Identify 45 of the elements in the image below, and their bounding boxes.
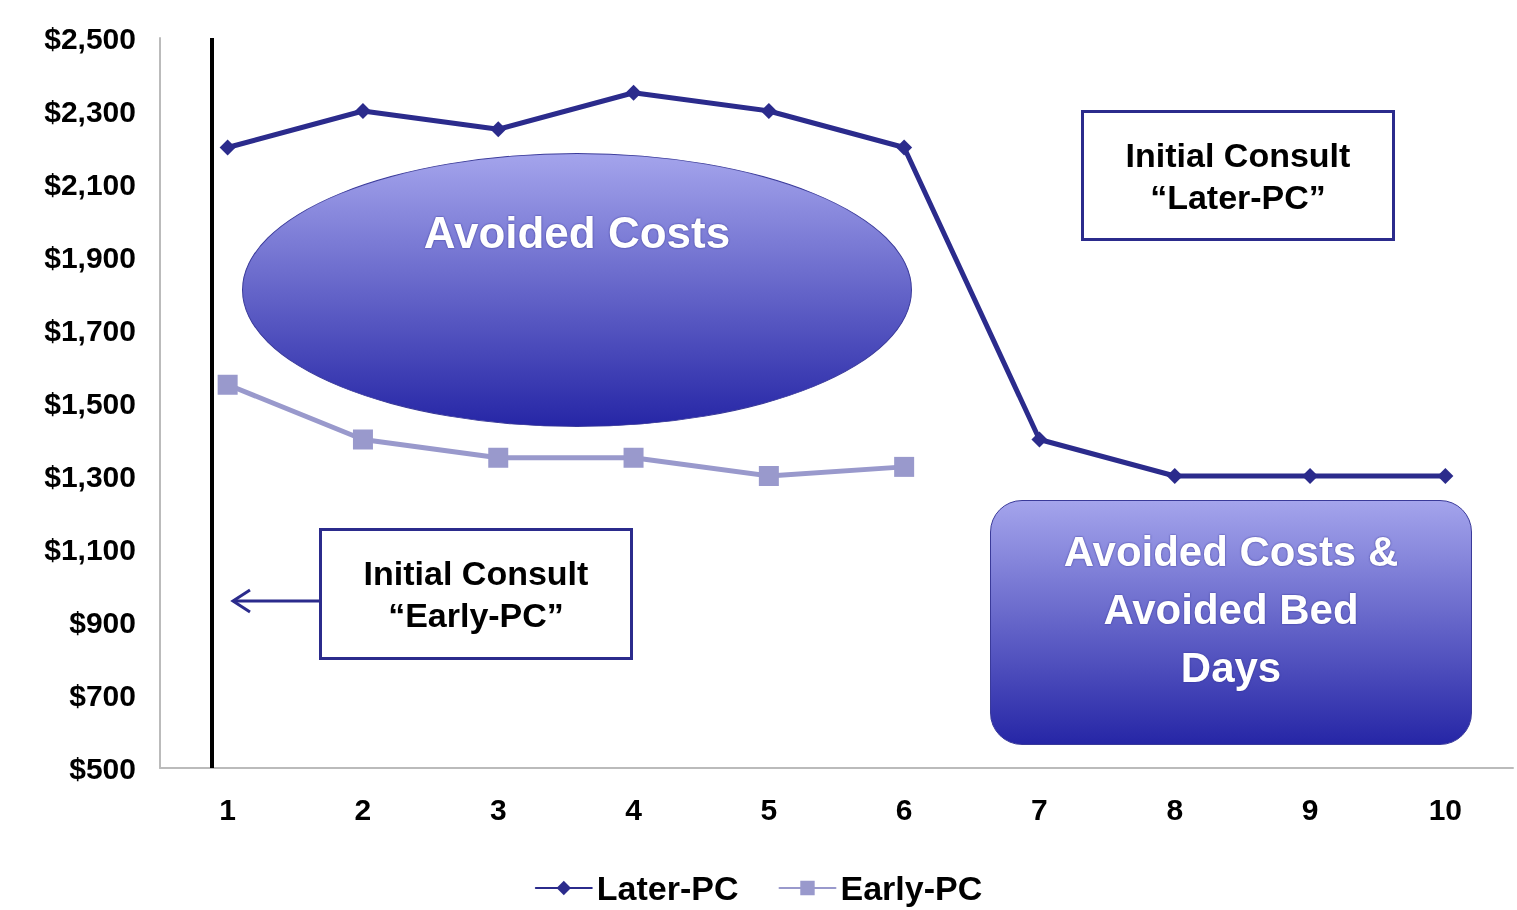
y-tick-label: $2,100 bbox=[44, 167, 136, 201]
x-tick-label: 6 bbox=[895, 792, 913, 826]
y-tick-label: $1,900 bbox=[44, 240, 136, 274]
annotation: Avoided Costs bbox=[422, 208, 732, 258]
point bbox=[625, 84, 642, 101]
point bbox=[490, 121, 507, 138]
x-tick-label: 10 bbox=[1428, 792, 1463, 826]
x-tick-label: 2 bbox=[354, 792, 372, 826]
annotation: Initial Consult “Later-PC” bbox=[1125, 134, 1351, 218]
point bbox=[1437, 468, 1454, 484]
y-tick-label: $500 bbox=[69, 751, 136, 785]
point bbox=[1166, 468, 1183, 484]
point bbox=[894, 456, 915, 477]
text-box: Initial Consult “Early-PC” bbox=[319, 528, 633, 660]
legend-label: Later-PC bbox=[596, 869, 739, 907]
x-tick-label: 9 bbox=[1301, 792, 1319, 826]
point bbox=[623, 447, 644, 468]
y-tick-label: $900 bbox=[69, 605, 136, 639]
x-tick-label: 3 bbox=[489, 792, 507, 826]
y-tick-label: $1,100 bbox=[44, 532, 136, 566]
point bbox=[354, 103, 371, 119]
annotation: Initial Consult “Early-PC” bbox=[363, 553, 589, 636]
y-tick-label: $700 bbox=[69, 678, 136, 712]
x-tick-label: 5 bbox=[760, 792, 778, 826]
y-tick-label: $1,500 bbox=[44, 386, 136, 420]
x-tick-label: 7 bbox=[1031, 792, 1048, 826]
annotation: Avoided Costs & Avoided Bed Days bbox=[1062, 527, 1400, 693]
point bbox=[217, 374, 238, 395]
point bbox=[758, 466, 779, 486]
rounded-box: Avoided Costs & Avoided Bed Days bbox=[990, 500, 1472, 745]
point bbox=[488, 447, 509, 468]
point bbox=[352, 429, 373, 450]
point bbox=[1031, 431, 1048, 448]
text-box: Initial Consult “Later-PC” bbox=[1081, 110, 1395, 241]
point bbox=[760, 103, 777, 119]
y-tick-label: $2,500 bbox=[44, 21, 136, 55]
point bbox=[219, 139, 236, 156]
x-tick-label: 1 bbox=[219, 792, 236, 826]
x-tick-label: 4 bbox=[625, 792, 643, 826]
y-tick-label: $2,300 bbox=[44, 94, 136, 128]
point bbox=[896, 139, 913, 156]
y-tick-label: $1,300 bbox=[44, 459, 136, 493]
y-tick-label: $1,700 bbox=[44, 313, 136, 347]
x-tick-label: 8 bbox=[1166, 792, 1184, 826]
legend-label: Early-PC bbox=[840, 869, 983, 907]
